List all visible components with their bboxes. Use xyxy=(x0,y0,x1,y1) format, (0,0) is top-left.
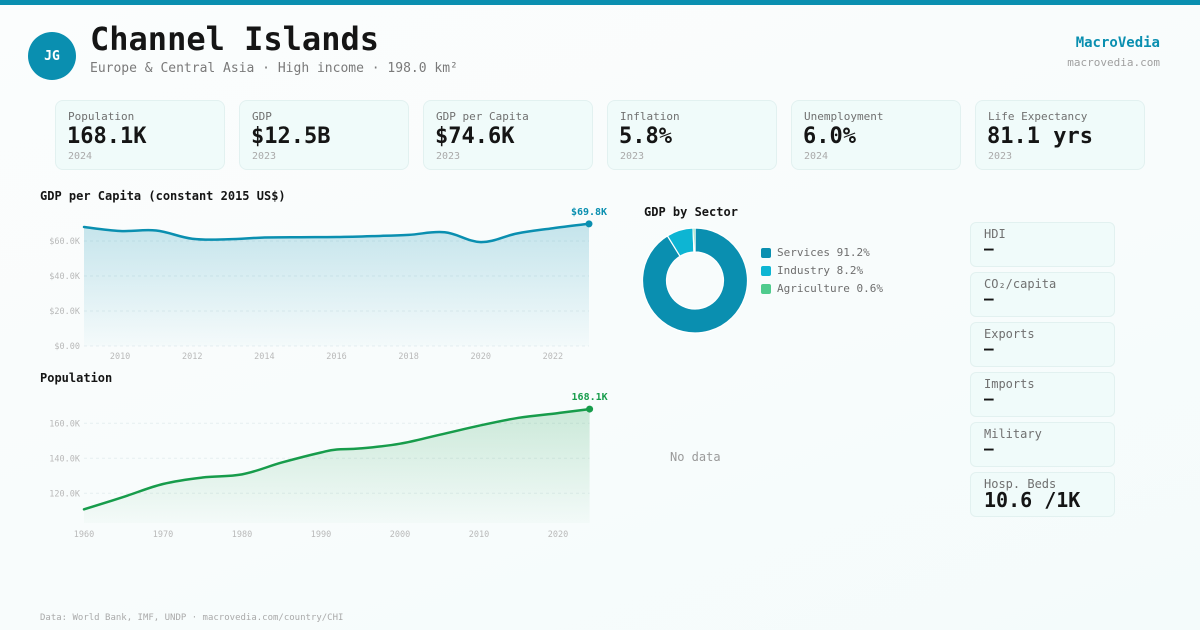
brand-logo[interactable]: MacroVedia xyxy=(1075,35,1160,51)
population-x-tick-label: 2000 xyxy=(390,530,410,540)
gdp-x-tick-label: 2022 xyxy=(543,352,563,362)
kpi-value: $74.6K xyxy=(435,124,515,149)
stat-card-exports: Exports — xyxy=(970,322,1115,367)
gdp-per-capita-chart-title: GDP per Capita (constant 2015 US$) xyxy=(40,189,286,203)
gdp-y-tick-label: $60.0K xyxy=(49,237,81,247)
stat-value: — xyxy=(984,439,994,458)
kpi-value: 5.8% xyxy=(619,124,672,149)
legend-label: Industry 8.2% xyxy=(777,264,864,277)
stat-label: Imports xyxy=(984,377,1035,391)
gdp-y-tick-label: $20.0K xyxy=(49,307,81,317)
stat-label: HDI xyxy=(984,227,1006,241)
stat-card-hdi: HDI — xyxy=(970,222,1115,267)
gdp-area xyxy=(84,223,589,346)
population-chart: 120.0K 140.0K 160.0K 1960 1970 1980 1990 2000 20… xyxy=(49,392,607,540)
population-x-tick-label: 1970 xyxy=(153,530,173,540)
kpi-card-life-expectancy: Life Expectancy 81.1 yrs 2023 xyxy=(975,100,1145,170)
kpi-label: GDP xyxy=(252,110,272,123)
gdp-x-tick-label: 2010 xyxy=(110,352,130,362)
stat-card-imports: Imports — xyxy=(970,372,1115,417)
kpi-card-inflation: Inflation 5.8% 2023 xyxy=(607,100,777,170)
donut-slice-agriculture xyxy=(692,227,696,253)
kpi-year: 2024 xyxy=(804,151,829,162)
stat-value: — xyxy=(984,389,994,408)
stat-card-hospital-beds: Hosp. Beds 10.6 /1K xyxy=(970,472,1115,517)
gdp-y-tick-label: $0.00 xyxy=(54,342,80,352)
kpi-card-gdp-per-capita: GDP per Capita $74.6K 2023 xyxy=(423,100,593,170)
gdp-y-tick-label: $40.0K xyxy=(49,272,81,282)
top-accent-bar xyxy=(0,0,1200,5)
donut-slice-services xyxy=(641,227,749,334)
avatar-initials: JG xyxy=(44,48,60,64)
stat-label: Military xyxy=(984,427,1042,441)
kpi-year: 2023 xyxy=(436,151,461,162)
population-y-tick-label: 140.0K xyxy=(49,454,81,464)
kpi-label: Inflation xyxy=(620,110,680,123)
kpi-label: GDP per Capita xyxy=(436,110,529,123)
kpi-label: Life Expectancy xyxy=(988,110,1088,123)
page-subtitle: Europe & Central Asia · High income · 19… xyxy=(90,61,458,76)
legend-swatch-industry xyxy=(761,266,771,276)
stat-value: — xyxy=(984,339,994,358)
footer-source: Data: World Bank, IMF, UNDP · macrovedia… xyxy=(40,613,344,623)
stat-value: — xyxy=(984,239,994,258)
gdp-x-tick-label: 2016 xyxy=(326,352,346,362)
kpi-year: 2023 xyxy=(620,151,645,162)
kpi-value: 168.1K xyxy=(67,124,147,149)
population-series-line xyxy=(82,407,591,511)
stat-label: Exports xyxy=(984,327,1035,341)
population-last-point-marker xyxy=(586,405,594,413)
kpi-card-gdp: GDP $12.5B 2023 xyxy=(239,100,409,170)
kpi-card-unemployment: Unemployment 6.0% 2024 xyxy=(791,100,961,170)
legend-swatch-services xyxy=(761,248,771,258)
kpi-value: $12.5B xyxy=(251,124,331,149)
population-x-tick-label: 1960 xyxy=(74,530,94,540)
page-title: Channel Islands xyxy=(90,20,379,58)
population-y-tick-label: 120.0K xyxy=(49,489,81,499)
population-last-value-label: 168.1K xyxy=(572,392,608,403)
gdp-x-tick-label: 2014 xyxy=(254,352,274,362)
stat-label: CO₂/capita xyxy=(984,277,1057,291)
kpi-value: 81.1 yrs xyxy=(987,124,1093,149)
gdp-x-tick-label: 2012 xyxy=(182,352,202,362)
stat-card-co2: CO₂/capita — xyxy=(970,272,1115,317)
kpi-value: 6.0% xyxy=(803,124,856,149)
population-x-tick-label: 1990 xyxy=(311,530,331,540)
stat-value: 10.6 /1K xyxy=(984,488,1081,512)
gdp-by-sector-donut xyxy=(641,227,749,334)
stat-value: — xyxy=(984,289,994,308)
population-x-tick-label: 2020 xyxy=(548,530,568,540)
legend-swatch-agriculture xyxy=(761,284,771,294)
gdp-by-sector-title: GDP by Sector xyxy=(644,205,738,219)
gdp-x-tick-label: 2020 xyxy=(471,352,491,362)
country-avatar: JG xyxy=(28,32,76,80)
population-y-tick-label: 160.0K xyxy=(49,419,81,429)
legend-label: Agriculture 0.6% xyxy=(777,282,883,295)
brand-url-link[interactable]: macrovedia.com xyxy=(1067,56,1160,69)
gdp-last-point-marker xyxy=(585,220,593,228)
population-x-tick-label: 1980 xyxy=(232,530,252,540)
gdp-x-tick-label: 2018 xyxy=(398,352,418,362)
gdp-series-line xyxy=(82,222,591,244)
kpi-year: 2023 xyxy=(252,151,277,162)
kpi-year: 2024 xyxy=(68,151,93,162)
stat-card-military: Military — xyxy=(970,422,1115,467)
gdp-per-capita-chart: $0.00 $20.0K $40.0K $60.0K 2010 2012 2014 2016 2… xyxy=(49,207,607,362)
no-data-message: No data xyxy=(670,450,721,464)
stat-label: Hosp. Beds xyxy=(984,477,1057,491)
kpi-card-population: Population 168.1K 2024 xyxy=(55,100,225,170)
legend-label: Services 91.2% xyxy=(777,246,870,259)
kpi-year: 2023 xyxy=(988,151,1013,162)
kpi-label: Unemployment xyxy=(804,110,884,123)
population-chart-title: Population xyxy=(40,371,113,385)
population-area xyxy=(84,409,590,523)
gdp-last-value-label: $69.8K xyxy=(571,207,607,218)
population-x-tick-label: 2010 xyxy=(469,530,489,540)
kpi-label: Population xyxy=(68,110,135,123)
